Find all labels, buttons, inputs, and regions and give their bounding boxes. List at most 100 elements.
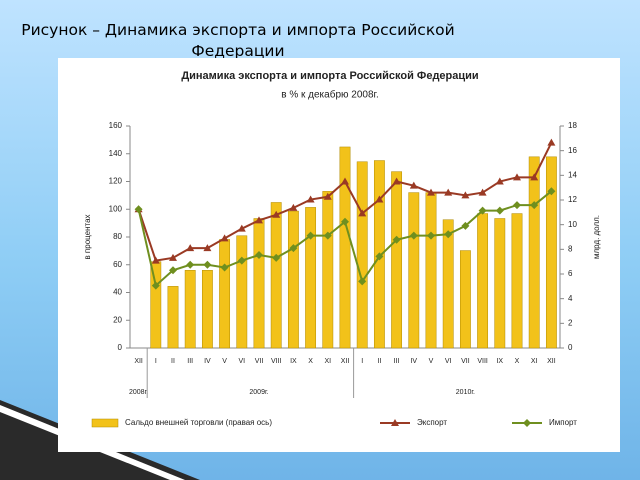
y2-tick-label: 0: [568, 343, 573, 352]
x-tick-label: II: [171, 358, 175, 365]
bar: [442, 219, 454, 349]
bar: [477, 213, 489, 349]
y-tick-label: 80: [113, 232, 122, 241]
marker: [169, 266, 177, 275]
y2-tick-label: 2: [568, 318, 573, 327]
marker: [427, 188, 435, 196]
marker: [409, 181, 418, 189]
marker: [478, 188, 487, 196]
x-tick-label: V: [429, 358, 434, 365]
x-tick-label: XII: [341, 358, 350, 365]
x-tick-label: IX: [290, 358, 297, 365]
marker: [203, 244, 212, 252]
y-tick-label: 60: [113, 260, 122, 269]
y2-tick-label: 18: [568, 121, 577, 130]
marker: [272, 210, 281, 218]
bar: [150, 261, 162, 349]
bar: [167, 286, 179, 349]
bar: [236, 235, 248, 349]
marker: [523, 419, 531, 427]
x-tick-label: XI: [531, 358, 538, 365]
chart-background: [58, 58, 620, 452]
x-tick-label: XII: [134, 358, 143, 365]
x-tick-label: VIII: [477, 358, 488, 365]
marker: [186, 244, 195, 252]
bar: [219, 239, 231, 349]
marker: [358, 277, 367, 286]
slide-title: Рисунок – Динамика экспорта и импорта Ро…: [21, 21, 455, 60]
y2-tick-label: 8: [568, 244, 573, 253]
marker: [427, 231, 435, 240]
x-tick-label: II: [377, 358, 381, 365]
marker: [547, 187, 556, 196]
bar: [511, 213, 523, 349]
y2-axis-label: млрд. долл.: [592, 215, 601, 259]
marker: [255, 216, 263, 224]
x-tick-label: X: [308, 358, 313, 365]
marker: [134, 205, 143, 214]
y2-tick-label: 6: [568, 269, 573, 278]
marker: [151, 281, 160, 290]
x-tick-label: IX: [496, 358, 503, 365]
bar: [391, 171, 403, 349]
x-tick-label: IV: [410, 358, 417, 365]
marker: [323, 192, 332, 200]
x-tick-label: X: [515, 358, 520, 365]
bar: [322, 191, 334, 349]
marker: [444, 188, 453, 196]
year-label: 2010г.: [456, 389, 475, 396]
marker: [289, 203, 298, 211]
marker: [444, 230, 453, 239]
y-tick-label: 0: [118, 343, 123, 352]
marker: [151, 256, 160, 264]
x-tick-label: XII: [547, 358, 556, 365]
x-tick-label: VII: [255, 358, 264, 365]
chart-title: Динамика экспорта и импорта Российской Ф…: [181, 70, 478, 82]
marker: [237, 224, 246, 232]
marker: [392, 177, 401, 185]
y-tick-label: 20: [113, 315, 122, 324]
marker: [306, 195, 315, 203]
marker: [461, 191, 470, 199]
bar: [305, 207, 317, 349]
bar: [287, 210, 299, 349]
marker: [341, 177, 349, 185]
legend-swatch: [91, 418, 119, 428]
x-tick-label: IV: [204, 358, 211, 365]
y-tick-label: 120: [109, 177, 123, 186]
marker: [461, 221, 470, 230]
marker: [220, 234, 229, 242]
bar: [408, 192, 420, 349]
bar: [253, 218, 265, 349]
chart-subtitle: в % к декабрю 2008г.: [281, 89, 379, 101]
x-tick-label: VII: [461, 358, 470, 365]
y-axis-label: в процентах: [83, 214, 92, 259]
x-tick-label: XI: [324, 358, 331, 365]
marker: [478, 206, 487, 215]
bar: [494, 218, 506, 349]
x-tick-label: V: [222, 358, 227, 365]
y2-tick-label: 14: [568, 170, 577, 179]
bar: [356, 161, 368, 349]
marker: [323, 231, 332, 240]
marker: [530, 173, 539, 181]
x-tick-label: I: [361, 358, 363, 365]
marker: [255, 251, 263, 260]
y-tick-label: 140: [109, 149, 123, 158]
x-tick-label: VI: [238, 358, 245, 365]
marker: [203, 260, 212, 269]
bar: [459, 250, 471, 349]
marker: [495, 206, 504, 215]
marker: [547, 138, 556, 146]
y-tick-label: 100: [109, 204, 123, 213]
y2-tick-label: 16: [568, 146, 577, 155]
marker: [186, 260, 195, 269]
marker: [220, 263, 229, 272]
y2-tick-label: 12: [568, 195, 577, 204]
legend-label: Сальдо внешней торговли (правая ось): [125, 418, 272, 427]
marker: [392, 235, 401, 244]
year-label: 2009г.: [249, 389, 268, 396]
bar: [545, 156, 557, 349]
x-tick-label: VI: [445, 358, 452, 365]
